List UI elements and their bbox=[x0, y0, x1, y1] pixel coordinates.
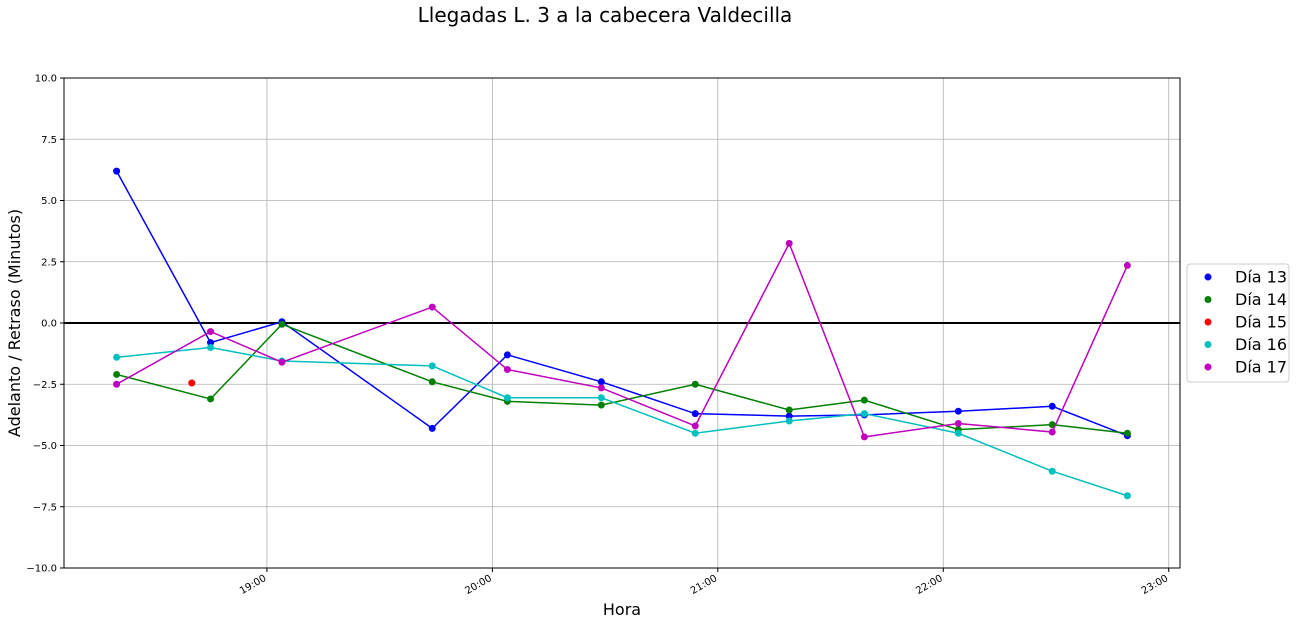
data-point bbox=[503, 351, 511, 359]
legend-label: Día 15 bbox=[1235, 313, 1287, 332]
legend-label: Día 14 bbox=[1235, 290, 1287, 309]
legend-marker bbox=[1204, 273, 1212, 281]
data-point bbox=[503, 394, 511, 402]
series-2 bbox=[113, 320, 1131, 437]
legend-label: Día 16 bbox=[1235, 335, 1287, 354]
x-tick-label: 23:00 bbox=[1140, 573, 1170, 597]
y-tick-label: 2.5 bbox=[41, 257, 57, 268]
data-point bbox=[207, 344, 215, 351]
data-point bbox=[597, 394, 605, 402]
data-point bbox=[207, 328, 215, 336]
data-point bbox=[597, 401, 605, 409]
data-point bbox=[1048, 467, 1056, 475]
data-point bbox=[207, 339, 215, 347]
y-tick-label: −5.0 bbox=[33, 441, 57, 452]
data-point bbox=[113, 167, 121, 175]
y-tick-label: 0.0 bbox=[41, 319, 57, 330]
y-tick-label: 10.0 bbox=[35, 74, 57, 85]
data-point bbox=[954, 429, 962, 437]
legend-marker bbox=[1204, 296, 1212, 303]
legend-marker bbox=[1204, 318, 1212, 326]
data-point bbox=[691, 429, 699, 437]
data-point bbox=[860, 433, 868, 441]
data-point bbox=[188, 379, 196, 387]
y-tick-label: 5.0 bbox=[41, 196, 57, 207]
data-point bbox=[691, 422, 699, 430]
y-tick-label: −7.5 bbox=[33, 502, 57, 513]
series-line bbox=[116, 241, 1129, 438]
chart-title: Llegadas L. 3 a la cabecera Valdecilla bbox=[418, 3, 793, 27]
x-axis-ticks: 19:00 20:00 21:00 22:00 23:00 bbox=[238, 568, 1170, 597]
data-point bbox=[278, 320, 286, 328]
series-3 bbox=[188, 379, 196, 387]
y-tick-label: −2.5 bbox=[33, 380, 57, 391]
series-line bbox=[116, 323, 1128, 434]
data-point bbox=[113, 380, 121, 388]
data-point bbox=[954, 419, 962, 427]
data-point bbox=[954, 407, 962, 415]
y-tick-label: −10.0 bbox=[26, 564, 57, 575]
data-point bbox=[1123, 492, 1131, 500]
series-layer bbox=[113, 167, 1131, 500]
series-line bbox=[115, 170, 1128, 437]
x-tick-label: 20:00 bbox=[463, 573, 493, 597]
data-point bbox=[113, 370, 121, 378]
y-axis-ticks: −10.0 −7.5 −5.0 −2.5 0.0 2.5 5.0 7.5 10.0 bbox=[26, 74, 64, 575]
data-point bbox=[1123, 429, 1131, 437]
data-point bbox=[1123, 261, 1131, 269]
series-1 bbox=[113, 167, 1131, 440]
legend-frame bbox=[1186, 263, 1290, 383]
data-point bbox=[278, 358, 286, 366]
y-axis-label: Adelanto / Retraso (Minutos) bbox=[5, 209, 24, 437]
data-point bbox=[428, 303, 436, 311]
series-line bbox=[116, 346, 1128, 497]
data-point bbox=[428, 362, 436, 370]
data-point bbox=[1048, 402, 1056, 410]
data-point bbox=[597, 378, 605, 386]
legend-marker bbox=[1204, 363, 1212, 371]
data-point bbox=[785, 239, 793, 247]
data-point bbox=[428, 378, 436, 386]
y-tick-label: 7.5 bbox=[41, 135, 57, 146]
series-4 bbox=[113, 344, 1131, 500]
data-point bbox=[860, 410, 868, 418]
legend: Día 13 Día 14 Día 15 Día 16 Día 17 bbox=[1186, 263, 1290, 383]
data-point bbox=[691, 380, 699, 388]
data-point bbox=[503, 366, 511, 374]
data-point bbox=[1048, 428, 1056, 436]
legend-marker bbox=[1204, 341, 1212, 348]
x-tick-label: 21:00 bbox=[689, 573, 719, 597]
series-5 bbox=[113, 239, 1131, 441]
data-point bbox=[785, 417, 793, 425]
x-tick-label: 22:00 bbox=[914, 573, 944, 597]
legend-label: Día 17 bbox=[1235, 358, 1287, 377]
data-point bbox=[785, 412, 793, 420]
data-point bbox=[207, 395, 215, 403]
legend-label: Día 13 bbox=[1235, 268, 1287, 287]
data-point bbox=[785, 406, 793, 414]
data-point bbox=[691, 410, 699, 418]
data-point bbox=[113, 353, 121, 361]
data-point bbox=[860, 396, 868, 404]
x-tick-label: 19:00 bbox=[238, 573, 268, 597]
data-point bbox=[428, 424, 436, 432]
data-point bbox=[597, 384, 605, 392]
x-axis-label: Hora bbox=[603, 600, 641, 619]
